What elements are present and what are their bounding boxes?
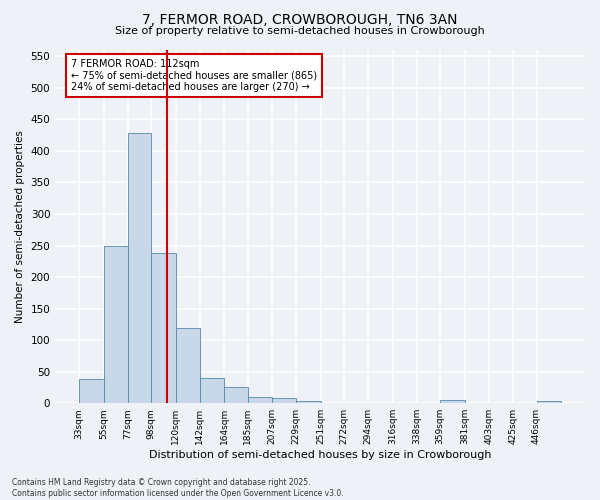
Bar — [176, 328, 200, 403]
Text: 7 FERMOR ROAD: 112sqm
← 75% of semi-detached houses are smaller (865)
24% of sem: 7 FERMOR ROAD: 112sqm ← 75% of semi-deta… — [71, 59, 317, 92]
Bar — [272, 398, 296, 403]
Text: Size of property relative to semi-detached houses in Crowborough: Size of property relative to semi-detach… — [115, 26, 485, 36]
Bar — [151, 253, 176, 403]
Bar — [224, 388, 248, 403]
Bar — [248, 397, 272, 403]
Bar — [296, 402, 320, 403]
X-axis label: Distribution of semi-detached houses by size in Crowborough: Distribution of semi-detached houses by … — [149, 450, 491, 460]
Bar — [128, 134, 151, 403]
Bar — [200, 378, 224, 403]
Bar — [536, 402, 561, 403]
Bar — [104, 246, 128, 403]
Bar — [440, 400, 464, 403]
Text: Contains HM Land Registry data © Crown copyright and database right 2025.
Contai: Contains HM Land Registry data © Crown c… — [12, 478, 344, 498]
Text: 7, FERMOR ROAD, CROWBOROUGH, TN6 3AN: 7, FERMOR ROAD, CROWBOROUGH, TN6 3AN — [142, 12, 458, 26]
Bar — [79, 379, 104, 403]
Y-axis label: Number of semi-detached properties: Number of semi-detached properties — [15, 130, 25, 323]
